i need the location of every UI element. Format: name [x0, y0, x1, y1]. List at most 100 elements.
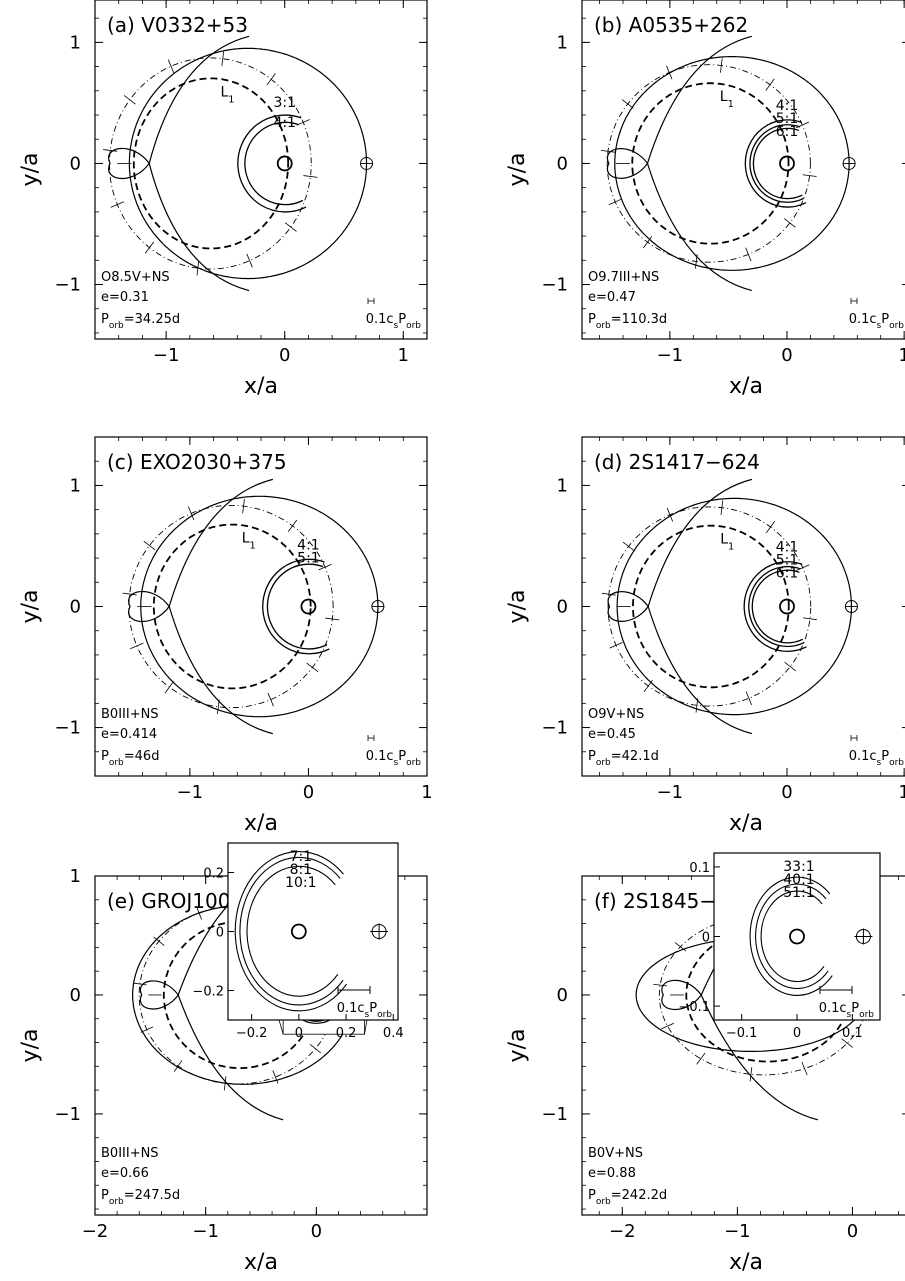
y-tick-label: 1 [70, 866, 81, 887]
curve-tick [188, 506, 195, 521]
ns-orbit [140, 495, 379, 718]
x-axis-label: x/a [244, 811, 278, 836]
inset-y-tick-label: −0.1 [678, 1000, 710, 1015]
curve-tick [173, 1060, 183, 1072]
x-tick-label: −1 [177, 782, 204, 803]
l1-locus [152, 523, 312, 690]
curve-tick [272, 1070, 279, 1084]
l1-locus [632, 524, 790, 689]
curve-tick [306, 662, 319, 673]
inset-x-tick-label: 0 [295, 1026, 303, 1041]
l1-label: L1 [220, 84, 234, 105]
x-tick-label: −1 [724, 1221, 751, 1242]
resonance-circle [752, 127, 803, 200]
resonance-circle [266, 563, 328, 650]
inset-resonance-circle [246, 865, 339, 997]
roche-lobe [108, 147, 150, 180]
critical-curve-lower [647, 606, 753, 735]
inset-resonance-circle [239, 856, 344, 1006]
curve-tick [601, 592, 616, 596]
curve-tick [143, 540, 156, 551]
x-axis-label: x/a [729, 374, 763, 399]
star-type-label: O9.7III+NS [588, 270, 659, 285]
x-tick-label: 0 [303, 782, 314, 803]
critical-curve-lower [148, 163, 250, 292]
plot-frame [581, 0, 905, 340]
critical-curve-upper [148, 35, 250, 164]
y-axis-label: y/a [18, 1029, 43, 1063]
star-type-label: O9V+NS [588, 707, 644, 722]
resonance-circle [744, 119, 807, 208]
scale-bar-label: 0.1csPorb [849, 312, 905, 331]
curve-tick [749, 1067, 753, 1082]
scale-bar-label: 0.1csPorb [366, 312, 422, 331]
critical-curve-lower [700, 994, 819, 1121]
roche-lobe [606, 148, 648, 179]
inset-y-tick-label: 0.1 [689, 861, 710, 876]
x-tick-label: 1 [398, 345, 409, 366]
inset-resonance-label: 8:1 [290, 862, 313, 878]
resonance-label: 4:1 [297, 537, 320, 553]
x-tick-label: 0 [781, 782, 792, 803]
x-tick-label: −1 [153, 345, 180, 366]
inset-x-tick-label: 0 [793, 1026, 801, 1041]
inset-resonance-circle [755, 883, 829, 989]
porb-label: Porb=242.2d [588, 1188, 667, 1207]
inset-resonance-label: 51:1 [783, 885, 814, 901]
curve-tick [745, 691, 752, 706]
plot-area: 4:15:16:1 L1 [600, 35, 856, 292]
l1-label: L1 [720, 89, 734, 110]
curve-tick [666, 65, 673, 80]
x-tick-label: 1 [898, 782, 905, 803]
resonance-circle [237, 114, 307, 213]
curve-tick [153, 936, 165, 946]
be-star [276, 155, 293, 172]
curve-tick [765, 78, 775, 91]
inset: 33:140:151:1 −0.1 0 0.1 −0.1 0 0.1 0.1csPorb [678, 852, 881, 1041]
x-axis-label: x/a [729, 1250, 763, 1275]
ns-orbit [614, 56, 850, 271]
y-tick-label: 0 [557, 985, 568, 1006]
curve-tick [841, 1038, 853, 1048]
eccentricity-label: e=0.45 [588, 727, 636, 742]
resonance-label: 4:1 [273, 115, 296, 131]
resonance-label: 6:1 [776, 124, 799, 140]
curve-tick [696, 1052, 706, 1065]
x-axis-label: x/a [729, 811, 763, 836]
porb-label: Porb=46d [101, 749, 159, 768]
inset-scale-bar-label: 0.1csPorb [337, 1001, 393, 1020]
critical-curve-upper [177, 876, 269, 996]
resonance-label: 5:1 [776, 111, 799, 127]
resonance-circle [244, 121, 304, 206]
resonance-label: 5:1 [297, 550, 320, 566]
curve-tick [140, 1026, 154, 1033]
roche-lobe [661, 979, 702, 1011]
roche-lobe [139, 980, 179, 1010]
critical-curve-lower [168, 606, 274, 735]
inset-x-tick-label: 0.2 [336, 1026, 357, 1041]
panel-2: 4:15:16:1 L1 −1 0 1 −1 0 1 x/a y/a (b) A0535+262 O9… [505, 0, 905, 399]
star-type-label: O8.5V+NS [101, 270, 170, 285]
plot-frame [94, 0, 428, 340]
x-tick-label: 0 [781, 345, 792, 366]
curve-tick [246, 253, 253, 268]
y-tick-label: −1 [541, 275, 568, 296]
curve-tick [284, 222, 297, 232]
eccentricity-label: e=0.66 [101, 1166, 149, 1181]
inset-scale-bar-label: 0.1csPorb [819, 1001, 875, 1020]
panel-title: (d) 2S1417−624 [594, 450, 760, 474]
curve-tick [643, 679, 653, 692]
be-star [300, 598, 317, 615]
curve-tick [130, 642, 144, 650]
y-tick-label: 0 [70, 153, 81, 174]
eccentricity-label: e=0.414 [101, 727, 157, 742]
resonance-label: 6:1 [776, 566, 799, 582]
x-tick-label: 1 [421, 782, 432, 803]
curve-tick [267, 692, 274, 707]
critical-curve-lower [646, 163, 753, 292]
resonance-label: 3:1 [273, 95, 296, 111]
y-tick-label: 0 [557, 597, 568, 618]
resonance-circle [262, 558, 330, 655]
curve-tick [266, 73, 276, 86]
